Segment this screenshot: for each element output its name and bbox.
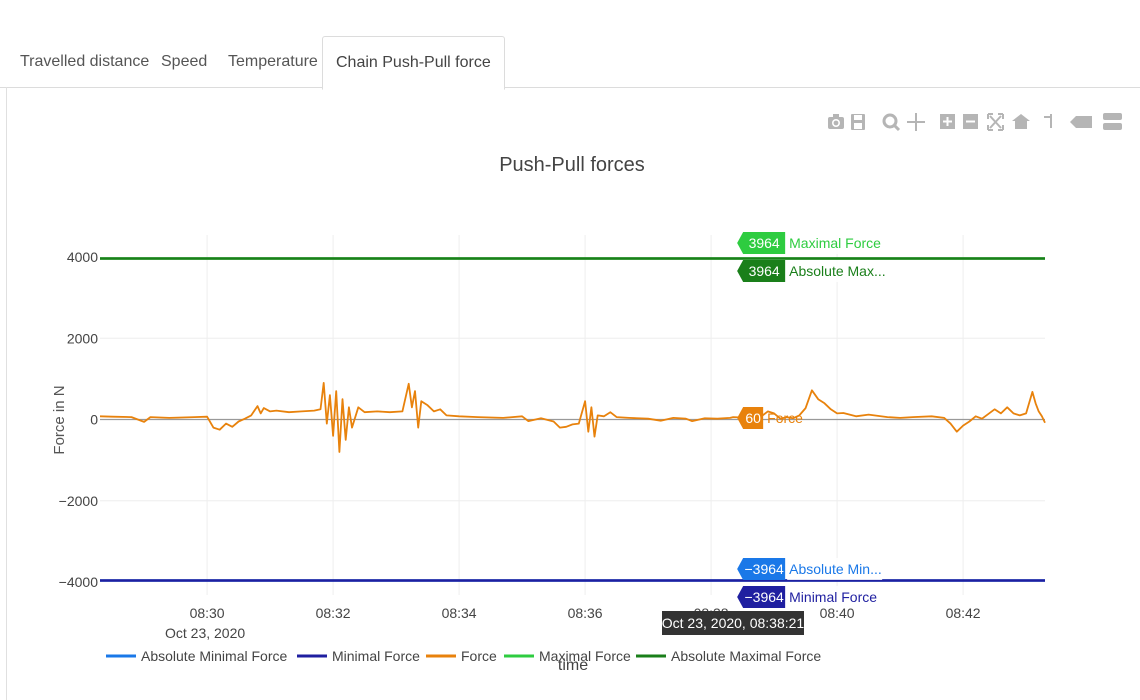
autoscale-icon[interactable] bbox=[987, 113, 1004, 131]
legend-item[interactable]: Maximal Force bbox=[504, 648, 631, 664]
legend: Absolute Minimal Force Minimal Force Force… bbox=[106, 648, 821, 664]
hover-value: 3964 bbox=[749, 263, 780, 279]
tab-panel bbox=[6, 87, 1140, 700]
hover-closest-icon[interactable] bbox=[1070, 116, 1092, 128]
hover-name-bg bbox=[787, 558, 883, 580]
y-axis-label: Force in N bbox=[51, 385, 68, 454]
reset-axes-icon[interactable] bbox=[1012, 114, 1030, 129]
y-tick-label: 2000 bbox=[67, 330, 98, 346]
hover-name-bg bbox=[787, 232, 883, 254]
chart-title: Push-Pull forces bbox=[499, 154, 645, 176]
x-tick-label: 08:40 bbox=[820, 605, 855, 621]
hover-label: −3964 Absolute Min... bbox=[737, 558, 883, 580]
x-tick-label: 08:32 bbox=[316, 605, 351, 621]
x-tick-date-label: Oct 23, 2020 bbox=[165, 625, 245, 641]
tab-speed[interactable]: Speed bbox=[161, 53, 208, 70]
hover-value-box bbox=[737, 586, 786, 608]
hover-name: Force bbox=[767, 410, 803, 426]
hover-timestamp-box bbox=[662, 611, 804, 635]
hover-value: 60 bbox=[745, 410, 761, 426]
hover-compare-icon[interactable] bbox=[1103, 113, 1122, 130]
y-tick-label: −2000 bbox=[59, 493, 99, 509]
legend-label: Absolute Maximal Force bbox=[671, 648, 821, 664]
legend-item[interactable]: Minimal Force bbox=[297, 648, 420, 664]
legend-item[interactable]: Absolute Minimal Force bbox=[106, 648, 287, 664]
hover-timestamp: Oct 23, 2020, 08:38:21 bbox=[662, 611, 805, 635]
series-layer bbox=[99, 257, 1046, 582]
tab-bar: Travelled distance Speed Temperature Cha… bbox=[0, 36, 1140, 90]
tab-temperature[interactable]: Temperature bbox=[228, 53, 318, 70]
hover-name-bg bbox=[787, 260, 883, 282]
hover-value: −3964 bbox=[744, 589, 784, 605]
x-tick-label: 08:42 bbox=[946, 605, 981, 621]
hover-name: Minimal Force bbox=[789, 589, 877, 605]
hover-value: 3964 bbox=[749, 235, 780, 251]
spike-lines-icon[interactable] bbox=[1044, 114, 1052, 128]
hover-timestamp-text: Oct 23, 2020, 08:38:21 bbox=[662, 615, 805, 631]
hover-value-box bbox=[737, 407, 764, 429]
legend-label: Force bbox=[461, 648, 497, 664]
tab-travelled-distance[interactable]: Travelled distance bbox=[20, 53, 150, 70]
hover-name: Absolute Max... bbox=[789, 263, 886, 279]
series-line-force bbox=[99, 382, 1046, 453]
chart-modebar bbox=[826, 110, 1126, 134]
legend-label: Minimal Force bbox=[332, 648, 420, 664]
legend-item[interactable]: Absolute Maximal Force bbox=[636, 648, 821, 664]
hover-value-box bbox=[737, 260, 786, 282]
y-axis-ticks: 4000 2000 0 −2000 −4000 bbox=[59, 249, 99, 590]
hover-name-bg bbox=[787, 586, 883, 608]
x-tick-label: 08:36 bbox=[568, 605, 603, 621]
zoom-out-icon[interactable] bbox=[963, 114, 978, 129]
x-tick-label: 08:34 bbox=[442, 605, 477, 621]
y-tick-label: −4000 bbox=[59, 574, 99, 590]
hover-name: Absolute Min... bbox=[789, 561, 882, 577]
x-tick-label: 08:30 bbox=[190, 605, 225, 621]
hover-value: −3964 bbox=[744, 561, 784, 577]
x-axis-label: time bbox=[558, 657, 588, 674]
legend-label: Absolute Minimal Force bbox=[141, 648, 287, 664]
hover-layer: 3964 Maximal Force 3964 Absolute Max... 60 Fo… bbox=[662, 232, 886, 635]
hover-label: 3964 Absolute Max... bbox=[737, 260, 886, 282]
tab-chain-push-pull-force[interactable]: Chain Push-Pull force bbox=[322, 36, 505, 90]
hover-value-box bbox=[737, 232, 786, 254]
gridlines bbox=[100, 235, 1045, 595]
hover-label: 60 Force bbox=[737, 407, 803, 429]
zoom-icon[interactable] bbox=[882, 113, 901, 132]
legend-label: Maximal Force bbox=[539, 648, 631, 664]
zoom-in-icon[interactable] bbox=[940, 114, 955, 129]
y-tick-label: 4000 bbox=[67, 249, 98, 265]
camera-icon[interactable] bbox=[828, 114, 844, 129]
tab-bar-divider bbox=[0, 87, 1140, 88]
hover-label: −3964 Minimal Force bbox=[737, 586, 883, 608]
legend-item[interactable]: Force bbox=[426, 648, 497, 664]
y-tick-label: 0 bbox=[90, 412, 98, 428]
hover-name: Maximal Force bbox=[789, 235, 881, 251]
pan-icon[interactable] bbox=[907, 113, 925, 131]
save-icon[interactable] bbox=[851, 114, 865, 130]
hover-label: 3964 Maximal Force bbox=[737, 232, 883, 254]
hover-value-box bbox=[737, 558, 786, 580]
